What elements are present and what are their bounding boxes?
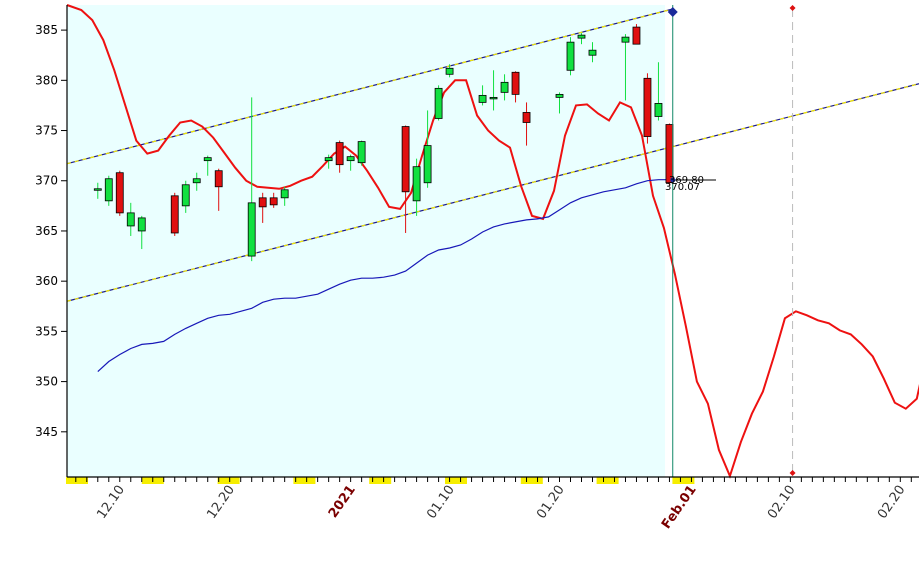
x-week-band	[672, 477, 695, 484]
current-day-marker	[667, 7, 678, 17]
y-tick-label: 365	[35, 224, 58, 238]
x-axis: 12.10 12.20 2021 01.10 01.20 Feb.01 02.10 02.20	[66, 477, 912, 532]
x-week-band	[66, 477, 88, 484]
candle-body	[412, 166, 421, 202]
candle-body	[115, 172, 124, 214]
candle-body	[324, 157, 333, 162]
x-week-band	[596, 477, 619, 484]
channel-line-dash	[66, 83, 919, 302]
candle-body	[423, 145, 432, 184]
candle-body	[258, 197, 267, 208]
candle-body	[335, 142, 344, 166]
candle-body	[203, 157, 212, 162]
candle-body	[181, 184, 190, 207]
candle-body	[434, 87, 443, 119]
candle-body	[632, 26, 641, 45]
candle-body	[577, 34, 586, 39]
candle-body	[126, 212, 135, 227]
x-week-band	[293, 477, 316, 484]
candle-body	[555, 93, 564, 98]
candle-body	[269, 197, 278, 206]
x-tick-label: 02.10	[765, 483, 799, 522]
x-week-band	[369, 477, 392, 484]
candle-body	[511, 71, 520, 95]
candle-body	[247, 202, 256, 257]
candle-body	[192, 178, 201, 184]
candle-body	[588, 49, 597, 56]
forecast-marker-top	[789, 5, 796, 11]
candle-body	[401, 126, 410, 193]
x-tick-label: 12.20	[204, 483, 238, 522]
markers	[667, 5, 796, 477]
candle-body	[137, 217, 146, 232]
candle-body	[566, 41, 575, 71]
y-tick-label: 360	[35, 274, 58, 288]
x-week-band	[520, 477, 543, 484]
x-tick-label: 12.10	[94, 483, 128, 522]
x-week-band	[217, 477, 240, 484]
last-value-dot	[670, 177, 676, 183]
series-line	[66, 4, 919, 479]
forecast-marker-bottom	[789, 470, 796, 476]
candlesticks	[93, 24, 674, 262]
series-line	[97, 179, 670, 373]
x-tick-label: 01.10	[424, 483, 458, 522]
x-tick-label: 01.20	[534, 483, 568, 522]
y-tick-label: 380	[35, 73, 58, 87]
candle-body	[643, 77, 652, 137]
last-close-label: 369.80	[669, 175, 704, 186]
candle-body	[500, 81, 509, 93]
candle-body	[346, 156, 355, 162]
candle-body	[478, 94, 487, 103]
candle-body	[357, 141, 366, 164]
future-background	[665, 5, 919, 477]
y-tick-label: 385	[35, 23, 58, 37]
x-tick-label: 2021	[326, 483, 359, 521]
y-tick-label: 345	[35, 425, 58, 439]
indicator-lines	[66, 4, 919, 479]
x-tick-label: Feb.01	[659, 483, 700, 532]
candle-body	[170, 195, 179, 234]
candle-body	[621, 36, 630, 43]
candle-body	[214, 170, 223, 188]
candle-body	[522, 112, 531, 123]
y-axis-ticks: 345 350 355 360 365 370 375 380 385	[35, 23, 67, 439]
y-tick-label: 375	[35, 124, 58, 138]
x-tick-label: 02.20	[875, 483, 909, 522]
candle-body	[489, 96, 498, 100]
x-week-band	[445, 477, 467, 484]
y-tick-label: 355	[35, 324, 58, 338]
last-ma-label: 370.07	[665, 182, 700, 193]
candle-body	[280, 189, 289, 199]
candle-body	[665, 124, 674, 184]
candle-body	[654, 103, 663, 117]
y-tick-label: 370	[35, 174, 58, 188]
candle-body	[104, 178, 113, 202]
candle-body	[93, 188, 102, 191]
candle-body	[445, 67, 454, 75]
y-tick-label: 350	[35, 375, 58, 389]
